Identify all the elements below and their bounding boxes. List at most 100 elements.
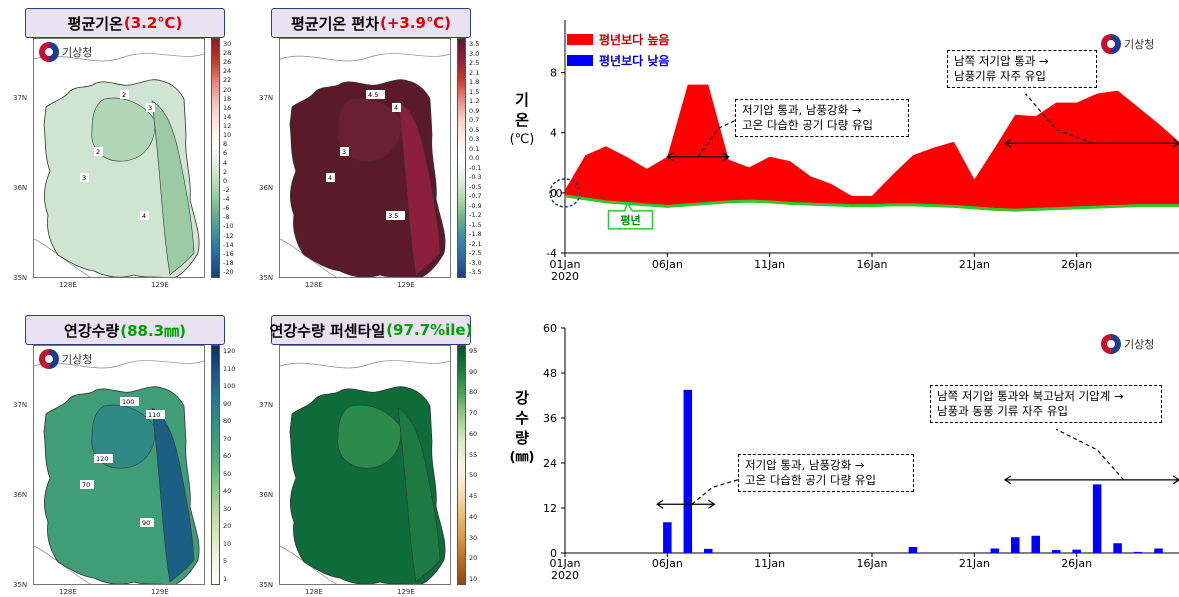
colorbar-tick: -16 — [223, 249, 234, 258]
annotation-line: 남풍과 동풍 기류 자주 유입 — [937, 404, 1069, 418]
colorbar-tick: -0.7 — [469, 192, 482, 200]
y-tick-label: 0 — [550, 547, 557, 560]
map-title-value: (97.7%ile) — [386, 321, 473, 339]
colorbar-tick: 24 — [223, 67, 232, 76]
colorbar-tick: 40 — [223, 487, 232, 496]
colorbar-tick: -2.1 — [469, 239, 482, 248]
legend-above: 평년보다 높음 — [567, 31, 669, 48]
kma-emblem-icon — [39, 42, 59, 62]
annotation-line: 남쪽 저기압 통과 → — [954, 54, 1049, 68]
contour-label: 3 — [148, 104, 152, 112]
colorbar-tick: 0.7 — [469, 116, 480, 124]
colorbar-tick: 70 — [469, 409, 478, 418]
contour-label: 3.5 — [388, 212, 398, 220]
map-title-value: (+3.9℃) — [380, 14, 452, 32]
lon-label: 128E — [305, 588, 323, 596]
leader-line — [1055, 428, 1125, 481]
colorbar-tick: 16 — [223, 103, 232, 112]
kma-logo: 기상청 — [1101, 334, 1154, 354]
zero-marker — [549, 178, 581, 208]
colorbar-tick: -3.0 — [469, 258, 482, 267]
colorbar-tick: 50 — [469, 471, 478, 480]
map-panel-anom: 평균기온 편차 (+3.9℃) 4.5 4 3 4 3.5 37N 36N 35N 128E 129E… — [259, 0, 491, 290]
annotation-line: 저기압 통과, 남풍강화 → — [742, 103, 862, 117]
colorbar-tick: 14 — [223, 112, 232, 121]
precip-bar — [663, 522, 672, 553]
map-title-text: 연강수량 — [64, 321, 120, 340]
legend-swatch-red — [567, 34, 593, 45]
colorbar-tick: 12 — [223, 122, 232, 131]
kma-emblem-icon — [1101, 34, 1121, 54]
colorbar-tick: -0.9 — [469, 201, 482, 210]
lon-label: 128E — [59, 588, 77, 596]
colorbar-tick: 0 — [223, 176, 228, 185]
ylabel-char: (㎜) — [509, 450, 535, 465]
colorbar-tick: -1.5 — [469, 220, 482, 229]
colorbar-tick: -0.1 — [469, 163, 482, 172]
precip-bar — [1092, 484, 1102, 553]
zero-label: 0 — [556, 187, 563, 200]
x-tick-label: 16Jan — [857, 258, 888, 271]
colorbar — [457, 38, 466, 278]
colorbar-tick: 100 — [223, 382, 236, 391]
colorbar-tick: 4 — [223, 158, 228, 167]
colorbar-tick: -18 — [223, 258, 234, 267]
colorbar-tick: 3.5 — [469, 40, 480, 48]
agency-name: 기상청 — [62, 353, 93, 366]
normal-label: 평년 — [620, 213, 640, 227]
precip-bar — [1031, 535, 1040, 553]
contour-label: 4 — [142, 212, 146, 220]
map-panel-temp: 평균기온 (3.2℃) 2 3 2 3 4 37N 36N 35N 128E 129E 30 28 26 24… — [13, 0, 245, 290]
lon-label: 129E — [397, 281, 415, 289]
colorbar-tick: 20 — [223, 85, 232, 94]
contour-label: 120 — [96, 455, 108, 463]
map-title-value: (88.3㎜) — [120, 321, 186, 340]
colorbar-tick: 45 — [469, 492, 478, 501]
precip-bar — [683, 389, 693, 553]
colorbar-tick: -0.3 — [469, 173, 482, 181]
map-title: 평균기온 편차 (+3.9℃) — [271, 8, 471, 38]
lat-label: 37N — [13, 401, 28, 409]
colorbar-tick: 120 — [223, 347, 236, 355]
x-tick-label: 21Jan — [959, 258, 990, 271]
kma-emblem-icon — [39, 349, 59, 369]
map-title-text: 평균기온 — [67, 14, 123, 33]
lat-label: 35N — [259, 581, 274, 589]
temp-annotation-2: 남쪽 저기압 통과 → 남풍기류 자주 유입 — [947, 50, 1097, 88]
colorbar-tick: 0.3 — [469, 135, 480, 143]
colorbar-tick: 1 — [223, 575, 228, 583]
x-tick-label: 2020 — [551, 270, 579, 283]
contour-label: 90 — [142, 519, 150, 527]
colorbar-tick: 2 — [223, 167, 228, 176]
map-title: 연강수량 퍼센타일 (97.7%ile) — [270, 315, 473, 345]
colorbar-tick: -6 — [223, 204, 230, 213]
temp-annotation-1: 저기압 통과, 남풍강화 → 고온 다습한 공기 다량 유입 — [735, 99, 909, 137]
legend-swatch-blue — [567, 55, 593, 66]
leader-line — [697, 117, 742, 158]
agency-name: 기상청 — [1124, 338, 1155, 351]
colorbar-tick: 110 — [223, 364, 236, 373]
x-tick-label: 06Jan — [652, 557, 683, 570]
legend-below: 평년보다 낮음 — [567, 52, 669, 69]
x-tick-label: 11Jan — [754, 557, 785, 570]
colorbar-tick: 30 — [223, 504, 232, 513]
colorbar-tick: 30 — [469, 533, 478, 542]
colorbar-tick: 0.5 — [469, 125, 480, 134]
colorbar-tick: 10 — [223, 131, 232, 140]
x-tick-label: 21Jan — [959, 557, 990, 570]
colorbar-tick: 0.1 — [469, 144, 480, 153]
ylabel-char: 강 — [515, 389, 529, 407]
colorbar-tick: 8 — [223, 140, 228, 149]
contour-label: 70 — [82, 481, 90, 489]
contour-label: 4 — [328, 174, 332, 182]
y-tick-label: 0 — [550, 187, 557, 200]
map-frame — [279, 345, 451, 585]
lat-label: 36N — [13, 491, 28, 499]
colorbar-tick: -12 — [223, 231, 234, 240]
map-svg: 100 110 120 70 90 — [34, 360, 204, 584]
colorbar-tick: 20 — [223, 522, 232, 531]
colorbar-tick: 55 — [469, 450, 478, 459]
colorbar-tick: 22 — [223, 76, 232, 85]
above-normal-area — [565, 84, 1179, 211]
